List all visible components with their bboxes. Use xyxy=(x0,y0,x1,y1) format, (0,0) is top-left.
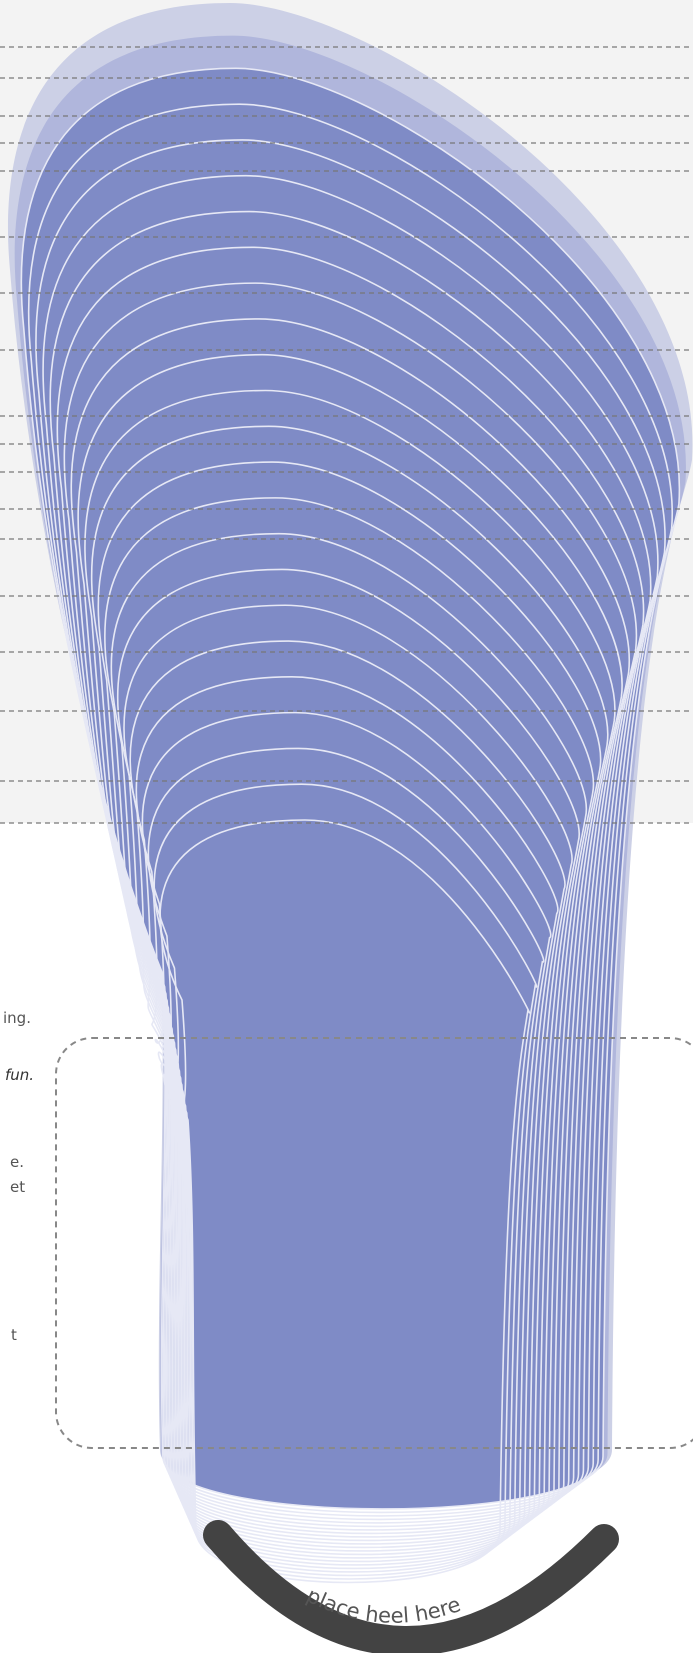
size-contour-8 xyxy=(70,318,630,1535)
size-contour-15 xyxy=(116,568,580,1559)
text-fragment-1: ing. xyxy=(3,1009,31,1027)
size-contour-16 xyxy=(123,604,573,1563)
size-contour-22 xyxy=(159,819,531,1584)
size-contour-2 xyxy=(27,103,673,1514)
size-contour-21 xyxy=(153,783,538,1580)
size-contour-7 xyxy=(63,282,638,1531)
size-contour-9 xyxy=(77,353,623,1538)
size-contour-13 xyxy=(104,497,595,1552)
text-fragment-5: t xyxy=(11,1326,17,1344)
size-contour-19 xyxy=(141,711,552,1573)
size-contour-18 xyxy=(135,676,559,1570)
text-fragment-2: fun. xyxy=(5,1066,35,1084)
text-fragment-4: et xyxy=(10,1178,26,1196)
size-guide-lines xyxy=(0,46,693,824)
text-fragment-3: e. xyxy=(10,1153,24,1171)
sole-contours xyxy=(7,3,693,1584)
size-contour-1 xyxy=(20,67,681,1510)
size-contour-11 xyxy=(90,425,609,1545)
size-contour-20 xyxy=(147,747,545,1577)
size-contour-12 xyxy=(97,461,602,1549)
size-contour-5 xyxy=(49,210,652,1524)
heel-cup-icon xyxy=(203,1520,619,1656)
placement-box xyxy=(55,1037,693,1449)
